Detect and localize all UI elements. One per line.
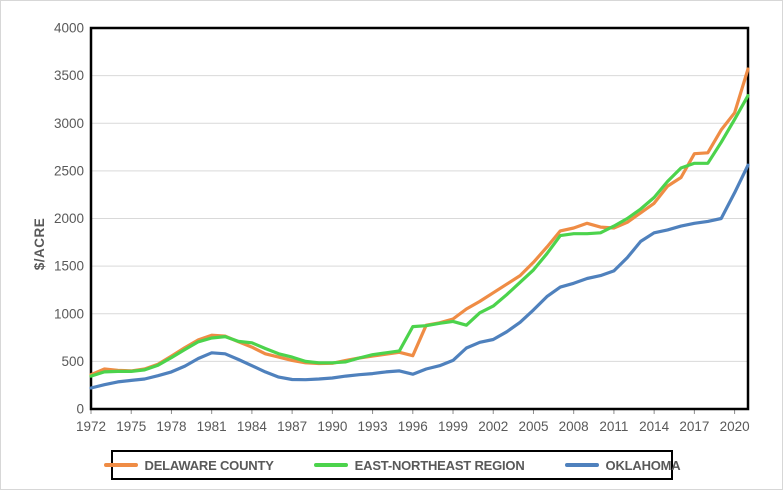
legend-swatch	[564, 463, 599, 467]
y-axis-title: $/ACRE	[32, 218, 47, 271]
y-tick-label: 2500	[54, 163, 84, 178]
x-axis-labels: 1972 1975 1978 1981 1984 1987 1990 1993 1996 1999…	[76, 419, 750, 434]
series-line-east-northeast-region	[89, 93, 750, 378]
y-tick-label: 1000	[54, 306, 84, 321]
x-tick-label: 2020	[720, 419, 750, 434]
x-tick-label: 1978	[156, 419, 186, 434]
legend-label: EAST-NORTHEAST REGION	[354, 457, 525, 473]
x-tick-label: 1987	[277, 419, 307, 434]
x-tick-label: 1972	[76, 419, 106, 434]
x-tick-label: 1981	[197, 419, 227, 434]
x-tick-label: 2005	[518, 419, 548, 434]
x-tick-label: 2008	[559, 419, 589, 434]
legend-swatch	[103, 463, 138, 467]
y-tick-label: 3500	[54, 68, 84, 83]
y-tick-label: 1500	[54, 259, 84, 274]
y-tick-label: 4000	[54, 21, 84, 36]
x-tick-label: 1990	[317, 419, 347, 434]
legend-label: OKLAHOMA	[605, 457, 681, 473]
legend-label: DELAWARE COUNTY	[144, 457, 274, 473]
gridlines	[91, 75, 748, 362]
y-tick-label: 500	[61, 354, 84, 369]
plot-area-border	[89, 26, 750, 411]
legend-box: DELAWARE COUNTY EAST-NORTHEAST REGION OKLA…	[103, 450, 681, 480]
series-lines	[89, 67, 750, 390]
series-line-delaware-county	[89, 67, 750, 377]
y-tick-label: 2000	[54, 211, 84, 226]
x-tick-label: 1996	[398, 419, 428, 434]
x-tick-label: 2011	[599, 419, 628, 434]
x-tick-label: 1984	[237, 419, 268, 434]
x-tick-label: 2014	[639, 419, 670, 434]
x-tick-label: 2017	[679, 419, 709, 434]
x-tick-label: 1975	[116, 419, 146, 434]
legend-item-east-northeast-region: EAST-NORTHEAST REGION	[313, 457, 525, 473]
x-tick-label: 1999	[438, 419, 468, 434]
legend-item-oklahoma: OKLAHOMA	[564, 457, 681, 473]
y-tick-label: 0	[76, 402, 84, 417]
legend-item-delaware-county: DELAWARE COUNTY	[103, 457, 274, 473]
x-tick-label: 1993	[358, 419, 388, 434]
series-line-oklahoma	[89, 163, 750, 390]
x-tick-label: 2002	[478, 419, 508, 434]
y-axis-labels: 0 500 1000 1500 2000 2500 3000 3500 4000	[54, 21, 84, 417]
y-tick-label: 3000	[54, 116, 84, 131]
legend-swatch	[313, 463, 348, 467]
